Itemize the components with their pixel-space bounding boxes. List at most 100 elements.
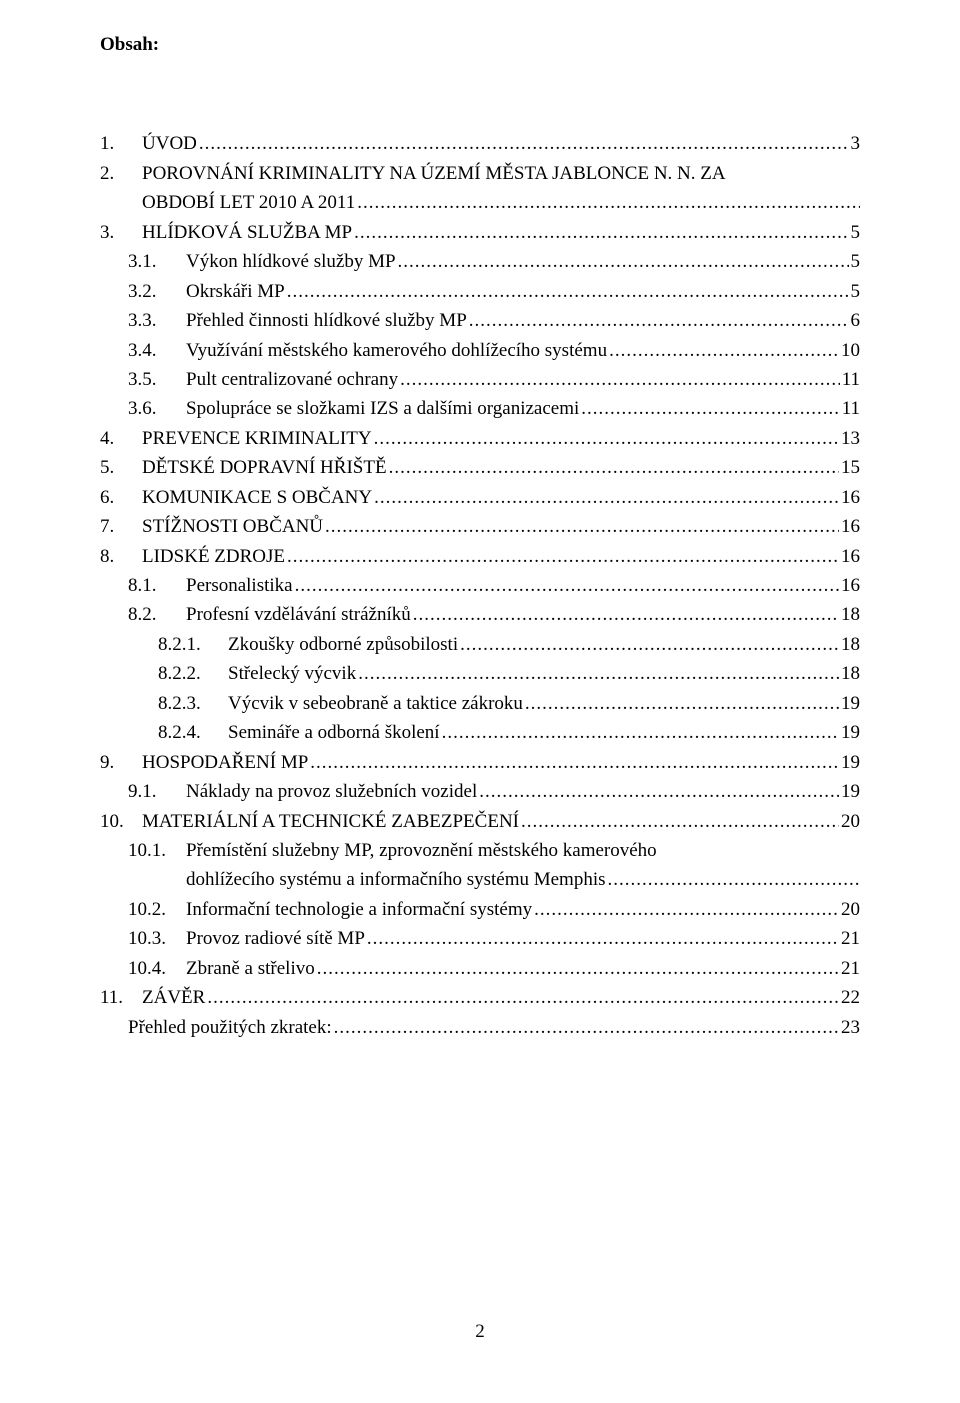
toc-title: Obsah: (100, 30, 860, 59)
toc-entry-page: 10 (839, 336, 860, 365)
toc-entry-page: 20 (839, 807, 860, 836)
toc-leader-dots (310, 748, 839, 777)
toc-entry: Přehled použitých zkratek: 23 (100, 1013, 860, 1042)
toc-entry-number: 10.2. (128, 895, 186, 924)
toc-entry-page: 23 (839, 1013, 860, 1042)
toc-entry-label: HLÍDKOVÁ SLUŽBA MP (142, 218, 354, 247)
toc-entry-label: Provoz radiové sítě MP (186, 924, 367, 953)
toc-entry-label: Profesní vzdělávání strážníků (186, 600, 413, 629)
toc-entry-label: Přehled činnosti hlídkové služby MP (186, 306, 469, 335)
toc-entry-page: 19 (839, 748, 860, 777)
toc-leader-dots (442, 718, 839, 747)
toc-leader-dots (389, 453, 839, 482)
toc-entry: 8.2.1.Zkoušky odborné způsobilosti 18 (100, 630, 860, 659)
toc-entry-number: 3.6. (128, 394, 186, 423)
toc-leader-dots (287, 277, 849, 306)
toc-entry-number: 7. (100, 512, 142, 541)
toc-entry-number: 1. (100, 129, 142, 158)
toc-entry-label: Personalistika (186, 571, 295, 600)
toc-entry: 10.MATERIÁLNÍ A TECHNICKÉ ZABEZPEČENÍ 20 (100, 807, 860, 836)
toc-entry: 9.1.Náklady na provoz služebních vozidel… (100, 777, 860, 806)
toc-entry: 10.2.Informační technologie a informační… (100, 895, 860, 924)
toc-leader-dots (469, 306, 849, 335)
toc-entry-number: 3. (100, 218, 142, 247)
toc-entry-page: 11 (840, 394, 860, 423)
toc-entry-page: 16 (839, 542, 860, 571)
toc-entry-label: ÚVOD (142, 129, 199, 158)
toc-entry-page: 3 (849, 129, 861, 158)
toc-entry-page: 21 (839, 954, 860, 983)
toc-entry: 3.4.Využívání městského kamerového dohlí… (100, 336, 860, 365)
toc-entry: 8.LIDSKÉ ZDROJE 16 (100, 542, 860, 571)
toc-entry-label: OBDOBÍ LET 2010 A 2011 (142, 188, 357, 217)
toc-entry-label: Střelecký výcvik (228, 659, 358, 688)
toc-entry-page: 16 (839, 571, 860, 600)
toc-leader-dots (413, 600, 839, 629)
toc-entry-page: 5 (849, 277, 861, 306)
toc-entry: 5.DĚTSKÉ DOPRAVNÍ HŘIŠTĚ 15 (100, 453, 860, 482)
toc-entry-page: 18 (839, 600, 860, 629)
toc-entry: 8.2.Profesní vzdělávání strážníků 18 (100, 600, 860, 629)
toc-entry-label: Okrskáři MP (186, 277, 287, 306)
toc-entry-label: Pult centralizované ochrany (186, 365, 400, 394)
toc-leader-dots (287, 542, 839, 571)
toc-leader-dots (367, 924, 839, 953)
toc-leader-dots (479, 777, 839, 806)
toc-entry-number: 8.1. (128, 571, 186, 600)
toc-entry: 8.2.4.Semináře a odborná školení 19 (100, 718, 860, 747)
toc-leader-dots (460, 630, 839, 659)
toc-entry: 3.1.Výkon hlídkové služby MP 5 (100, 247, 860, 276)
toc-entry-page: 6 (849, 306, 861, 335)
toc-entry-number: 8.2. (128, 600, 186, 629)
toc-entry-page: 19 (839, 718, 860, 747)
toc-entry: 3.6.Spolupráce se složkami IZS a dalšími… (100, 394, 860, 423)
toc-entry-label: Informační technologie a informační syst… (186, 895, 534, 924)
toc-entry: 6.KOMUNIKACE S OBČANY 16 (100, 483, 860, 512)
toc-entry-number: 10.1. (128, 836, 186, 865)
toc-entry-label: Spolupráce se složkami IZS a dalšími org… (186, 394, 581, 423)
toc-entry-label: Přehled použitých zkratek: (128, 1013, 334, 1042)
toc-entry-number: 10.4. (128, 954, 186, 983)
toc-entry: 4.PREVENCE KRIMINALITY 13 (100, 424, 860, 453)
toc-leader-dots (358, 659, 839, 688)
toc-entry-number: 8. (100, 542, 142, 571)
toc-entry-label: STÍŽNOSTI OBČANŮ (142, 512, 325, 541)
toc-entry-page: 18 (839, 659, 860, 688)
toc-leader-dots (374, 424, 839, 453)
toc-entry-number: 8.2.2. (158, 659, 228, 688)
toc-entry: 8.2.3.Výcvik v sebeobraně a taktice zákr… (100, 689, 860, 718)
toc-entry-label: HOSPODAŘENÍ MP (142, 748, 310, 777)
toc-entry: 10.3.Provoz radiové sítě MP 21 (100, 924, 860, 953)
toc-leader-dots (608, 865, 860, 894)
toc-list: 1.ÚVOD 32.POROVNÁNÍ KRIMINALITY NA ÚZEMÍ… (100, 129, 860, 1042)
toc-entry-label: Výcvik v sebeobraně a taktice zákroku (228, 689, 525, 718)
toc-leader-dots (354, 218, 848, 247)
toc-entry-number: 9.1. (128, 777, 186, 806)
document-page: Obsah: 1.ÚVOD 32.POROVNÁNÍ KRIMINALITY N… (0, 0, 960, 1042)
toc-entry-number: 3.3. (128, 306, 186, 335)
toc-leader-dots (398, 247, 849, 276)
toc-entry-page: 13 (839, 424, 860, 453)
toc-entry-page: 20 (839, 895, 860, 924)
toc-leader-dots (525, 689, 839, 718)
toc-entry: 10.4.Zbraně a střelivo 21 (100, 954, 860, 983)
toc-leader-dots (581, 394, 839, 423)
toc-entry-number: 3.4. (128, 336, 186, 365)
toc-entry: 9.HOSPODAŘENÍ MP 19 (100, 748, 860, 777)
toc-entry-number: 8.2.4. (158, 718, 228, 747)
toc-entry-page: 5 (849, 247, 861, 276)
toc-leader-dots (295, 571, 839, 600)
toc-entry-number: 5. (100, 453, 142, 482)
page-number: 2 (0, 1321, 960, 1343)
toc-entry-number: 3.2. (128, 277, 186, 306)
toc-entry-label: Využívání městského kamerového dohlížecí… (186, 336, 609, 365)
toc-entry: 3.3.Přehled činnosti hlídkové služby MP … (100, 306, 860, 335)
toc-entry-number: 6. (100, 483, 142, 512)
toc-entry-label: DĚTSKÉ DOPRAVNÍ HŘIŠTĚ (142, 453, 389, 482)
toc-entry: 3.5.Pult centralizované ochrany 11 (100, 365, 860, 394)
toc-entry-label: KOMUNIKACE S OBČANY (142, 483, 374, 512)
toc-entry-label: Semináře a odborná školení (228, 718, 442, 747)
toc-entry-number: 10. (100, 807, 142, 836)
toc-entry-label: MATERIÁLNÍ A TECHNICKÉ ZABEZPEČENÍ (142, 807, 521, 836)
toc-entry-page: 18 (839, 630, 860, 659)
